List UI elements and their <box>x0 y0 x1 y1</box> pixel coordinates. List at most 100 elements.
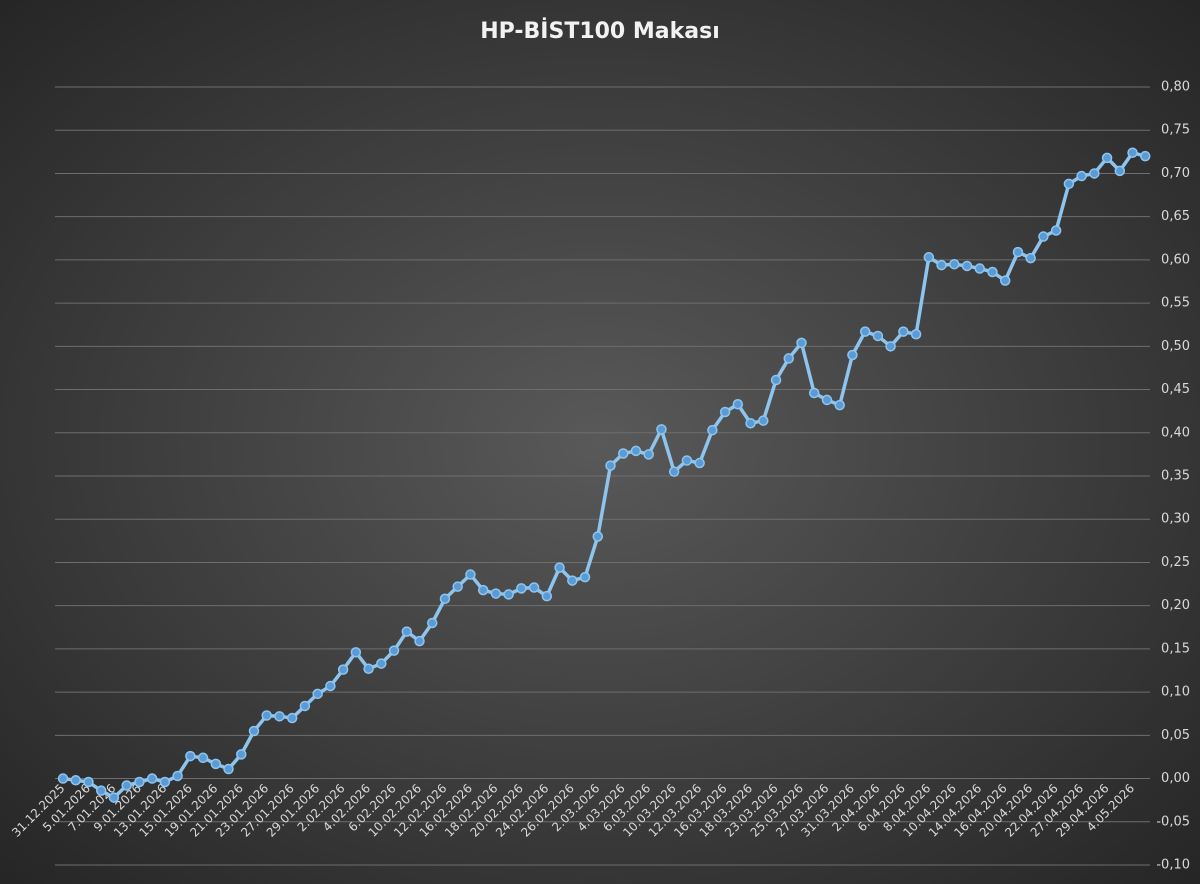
data-point <box>847 349 858 361</box>
y-tick-label: -0,05 <box>1156 814 1190 829</box>
data-point <box>1063 178 1075 190</box>
data-point <box>643 449 654 460</box>
y-tick-label: 0,40 <box>1161 425 1190 440</box>
data-point <box>1038 231 1049 242</box>
data-point <box>592 531 604 542</box>
data-point <box>567 575 578 586</box>
y-tick-label: 0,75 <box>1161 123 1190 138</box>
data-point <box>197 752 209 764</box>
data-point <box>719 406 731 418</box>
data-point <box>299 700 311 712</box>
data-point <box>70 775 81 786</box>
data-point <box>605 460 616 471</box>
data-point <box>426 617 438 629</box>
data-point <box>1012 246 1024 258</box>
y-tick-label: -0,10 <box>1156 858 1190 873</box>
y-tick-label: 0,05 <box>1161 728 1190 743</box>
data-point <box>1114 165 1126 177</box>
data-point <box>974 263 985 274</box>
data-point <box>159 776 171 788</box>
data-point <box>490 588 502 599</box>
y-tick-label: 0,30 <box>1161 512 1190 527</box>
data-point <box>286 712 298 724</box>
data-point <box>1076 170 1087 182</box>
data-point <box>414 635 425 647</box>
data-point <box>999 275 1011 286</box>
data-point <box>516 583 527 594</box>
data-point <box>707 424 718 436</box>
data-point <box>554 562 565 573</box>
data-point <box>936 259 947 271</box>
data-point <box>376 658 387 669</box>
data-point <box>210 758 222 770</box>
data-point <box>732 399 744 410</box>
data-point <box>172 770 183 782</box>
data-point <box>503 589 514 600</box>
data-point <box>834 399 845 411</box>
y-tick-label: 0,25 <box>1161 555 1190 570</box>
data-point <box>1089 168 1100 179</box>
data-point <box>185 750 196 762</box>
data-point <box>579 571 591 583</box>
data-point <box>808 387 820 399</box>
chart-title: HP-BİST100 Makası <box>480 18 720 44</box>
data-point <box>337 664 349 675</box>
data-point <box>248 725 260 737</box>
y-tick-label: 0,65 <box>1161 209 1190 224</box>
data-point <box>1140 150 1151 162</box>
data-point <box>465 569 476 580</box>
data-point <box>923 252 935 263</box>
y-tick-label: 0,45 <box>1161 382 1190 397</box>
data-point <box>656 424 667 435</box>
data-point <box>388 645 400 656</box>
data-point <box>146 773 158 784</box>
y-tick-label: 0,15 <box>1161 641 1190 656</box>
data-point <box>325 680 336 692</box>
data-point <box>1127 147 1138 158</box>
y-tick-label: 0,00 <box>1161 771 1190 786</box>
data-point <box>1050 225 1062 236</box>
data-point <box>910 328 922 340</box>
data-point <box>885 341 896 352</box>
data-point <box>617 448 629 459</box>
data-point <box>694 457 705 469</box>
data-point <box>439 593 451 605</box>
data-point <box>770 374 782 386</box>
data-point <box>528 582 540 593</box>
data-point <box>452 581 463 592</box>
data-point <box>363 663 374 675</box>
data-point <box>821 394 833 406</box>
data-point <box>961 260 973 272</box>
y-tick-label: 0,20 <box>1161 598 1190 613</box>
data-point <box>350 647 362 658</box>
data-point <box>668 466 680 477</box>
data-point <box>57 773 69 784</box>
data-point <box>796 337 807 349</box>
data-point <box>121 780 132 791</box>
data-point <box>872 330 884 342</box>
data-point <box>261 710 272 721</box>
data-point <box>987 266 998 278</box>
data-point <box>898 326 909 337</box>
y-tick-label: 0,60 <box>1161 252 1190 267</box>
data-point <box>1025 252 1036 264</box>
data-point <box>541 590 553 602</box>
data-point <box>274 711 285 722</box>
data-point <box>401 626 413 637</box>
data-point <box>1101 152 1113 164</box>
data-point <box>949 258 960 270</box>
y-tick-label: 0,35 <box>1161 469 1190 484</box>
data-point <box>681 455 693 466</box>
y-tick-label: 0,10 <box>1161 685 1190 700</box>
data-point <box>312 688 323 700</box>
data-point <box>745 418 756 429</box>
data-point <box>108 792 120 803</box>
data-point <box>83 776 94 788</box>
data-point <box>95 785 107 796</box>
data-point <box>859 326 871 337</box>
data-point <box>630 445 642 457</box>
data-point <box>223 763 234 775</box>
data-point <box>783 353 795 364</box>
